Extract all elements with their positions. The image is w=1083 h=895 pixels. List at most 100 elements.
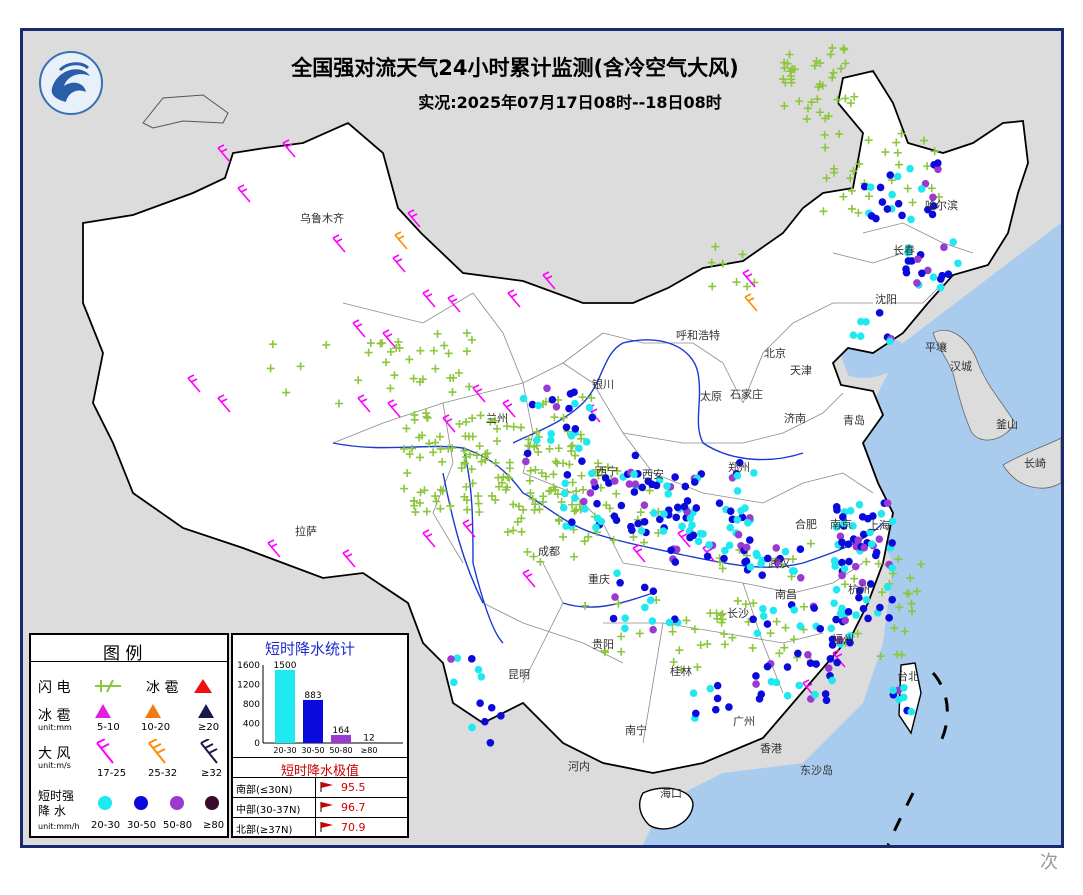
- rain-dot: [735, 458, 744, 467]
- rain-dot: [571, 494, 579, 502]
- rain-dot: [650, 509, 658, 517]
- rain-dot: [689, 689, 698, 698]
- lightning-mark: [431, 364, 440, 373]
- river: [442, 472, 484, 604]
- wind-barb: [422, 529, 436, 548]
- rain-dot: [665, 618, 674, 627]
- wind-barb: [394, 231, 408, 250]
- city-label: 釜山: [996, 418, 1018, 431]
- province-border: [652, 472, 804, 504]
- rain-dot: [481, 717, 489, 726]
- rain-dot: [918, 269, 926, 278]
- lightning-mark: [515, 502, 524, 511]
- city-label: 乌鲁木齐: [300, 212, 344, 225]
- rain-dot: [752, 549, 761, 558]
- rain-dot: [640, 518, 649, 526]
- lightning-mark: [541, 472, 550, 481]
- rain-dot: [913, 279, 921, 287]
- rain-dot: [773, 558, 782, 566]
- y-tick-label: 0: [254, 739, 260, 749]
- lightning-mark: [501, 485, 510, 494]
- lightning-mark: [572, 505, 581, 514]
- rain-dot: [833, 658, 841, 667]
- lightning-mark: [903, 184, 912, 193]
- rain-dot: [560, 489, 569, 498]
- lightning-mark: [833, 95, 842, 104]
- wind-barb: [677, 529, 691, 548]
- city-label: 沈阳: [875, 293, 897, 306]
- map-subtitle: 实况:2025年07月17日08时--18日08时: [418, 93, 722, 112]
- lightning-mark: [364, 348, 373, 357]
- lightning-mark: [407, 444, 416, 453]
- rain-dot: [453, 654, 462, 662]
- rain-dot: [831, 562, 839, 570]
- rain-dot: [840, 519, 848, 528]
- city-label: 东沙岛: [800, 764, 833, 777]
- wind-barb: [387, 399, 401, 418]
- rain-dot: [796, 545, 805, 553]
- rain-dot: [944, 270, 953, 279]
- wind-barb: [447, 294, 461, 313]
- wind-barb: [507, 289, 521, 308]
- lightning-mark: [405, 450, 414, 459]
- rain-dot: [673, 503, 682, 512]
- flag-icon: [320, 822, 333, 832]
- rain-dot: [659, 527, 668, 535]
- rain-dot: [839, 513, 847, 521]
- lightning-mark: [517, 527, 526, 536]
- lightning-mark: [463, 505, 472, 514]
- lightning-mark: [830, 168, 839, 177]
- lightning-mark: [597, 466, 606, 475]
- lightning-mark: [509, 500, 518, 509]
- rain-dot: [772, 678, 781, 687]
- wind-barb: [187, 374, 201, 393]
- lightning-mark: [378, 338, 387, 347]
- lightning-mark: [570, 507, 579, 516]
- rain-dot: [690, 478, 699, 486]
- lightning-mark: [821, 143, 830, 152]
- rain-dot: [734, 530, 743, 539]
- lightning-mark: [919, 136, 928, 145]
- lightning-mark: [617, 647, 626, 656]
- lightning-mark: [733, 596, 742, 605]
- rain-dot: [477, 673, 486, 681]
- rain-dot: [672, 513, 681, 522]
- lightning-mark: [523, 547, 532, 556]
- rain-dot: [877, 509, 886, 518]
- rain-dot: [886, 171, 895, 179]
- city-label: 武汉: [768, 557, 790, 570]
- lightning-mark: [897, 129, 906, 138]
- rain-dot: [794, 649, 802, 658]
- rain-dot: [828, 676, 836, 685]
- wind-barb: [352, 319, 366, 338]
- city-label: 济南: [784, 412, 806, 425]
- rain-dot: [836, 532, 845, 541]
- lightning-mark: [822, 174, 831, 183]
- wind-barb: [542, 271, 556, 290]
- lightning-mark: [897, 650, 906, 659]
- lightning-mark: [410, 415, 419, 424]
- rain-dot: [586, 489, 595, 497]
- rain-dot: [681, 482, 690, 491]
- province-border: [622, 562, 794, 594]
- rain-dot: [699, 530, 707, 538]
- lightning-mark: [645, 486, 654, 495]
- lightning-mark: [550, 413, 559, 422]
- rain-dot: [838, 558, 846, 567]
- rain-dot: [565, 404, 573, 413]
- lightning-mark: [457, 464, 466, 473]
- lightning-mark: [578, 393, 587, 402]
- lightning-mark: [565, 460, 574, 469]
- rain-dot: [592, 523, 600, 532]
- lightning-mark: [415, 498, 424, 507]
- rain-dot: [846, 632, 855, 640]
- lightning-mark: [743, 282, 752, 291]
- rain-dot: [631, 480, 640, 489]
- lightning-mark: [529, 552, 538, 561]
- china-landmass: [82, 69, 1029, 774]
- rain-dot: [862, 595, 871, 604]
- lightning-mark: [839, 192, 848, 201]
- city-label: 广州: [733, 715, 755, 728]
- rain-dot: [468, 723, 476, 732]
- y-tick-label: 400: [243, 720, 260, 730]
